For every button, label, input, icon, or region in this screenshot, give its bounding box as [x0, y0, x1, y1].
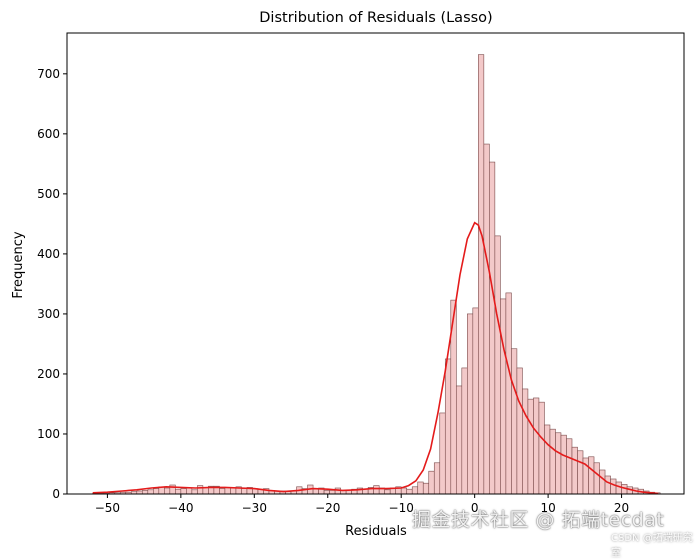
histogram-bars — [92, 54, 661, 495]
histogram-bar — [164, 487, 171, 495]
histogram-bar — [373, 485, 380, 495]
y-tick-label: 500 — [37, 187, 60, 201]
histogram-bar — [230, 487, 237, 495]
x-tick-label: −10 — [389, 501, 414, 515]
y-axis-label: Frequency — [11, 231, 26, 298]
y-tick-label: 200 — [37, 367, 60, 381]
histogram-bar — [588, 456, 595, 495]
histogram-bar — [599, 469, 606, 495]
histogram-bar — [141, 490, 149, 495]
histogram-bar — [411, 486, 419, 495]
histogram-bar — [544, 424, 551, 495]
histogram-bar — [455, 385, 463, 495]
x-tick-label: −30 — [242, 501, 267, 515]
y-tick-label: 600 — [37, 127, 60, 141]
histogram-bar — [483, 143, 490, 495]
histogram-bar — [489, 161, 496, 495]
histogram-bar — [516, 367, 523, 495]
histogram-bar — [533, 397, 540, 495]
histogram-bar — [334, 487, 341, 495]
x-tick-label: 0 — [471, 501, 479, 515]
histogram-bar — [175, 488, 182, 495]
histogram-bar — [439, 412, 446, 495]
histogram-bar — [461, 367, 468, 495]
x-tick-label: −20 — [315, 501, 340, 515]
watermark-main: 掘金技术社区 @ 拓端tecdat — [412, 509, 665, 531]
histogram-bar — [566, 438, 573, 495]
histogram-bar — [604, 475, 611, 495]
histogram-bar — [538, 401, 545, 495]
histogram-bar — [593, 462, 600, 495]
histogram-chart: Distribution of Residuals (Lasso) Freque… — [11, 10, 685, 539]
y-tick-label: 0 — [52, 487, 60, 501]
histogram-bar — [197, 485, 204, 495]
y-tick-label: 300 — [37, 307, 60, 321]
histogram-bar — [191, 489, 198, 495]
histogram-bar — [577, 450, 584, 495]
histogram-bar — [400, 487, 408, 495]
histogram-bar — [312, 488, 319, 495]
y-tick-label: 400 — [37, 247, 60, 261]
histogram-bar — [406, 488, 413, 495]
histogram-bar — [147, 489, 154, 495]
histogram-bar — [615, 481, 622, 495]
y-tick-label: 100 — [37, 427, 60, 441]
y-tick-label: 700 — [37, 67, 60, 81]
histogram-bar — [422, 482, 430, 495]
plot-frame — [66, 32, 685, 495]
kde-line-group — [92, 221, 659, 495]
histogram-bar — [527, 398, 534, 495]
x-tick-label: 20 — [614, 501, 629, 515]
histogram-bar — [511, 348, 518, 495]
y-axis-ticks: 0 100 200 300 400 500 600 700 — [37, 67, 67, 501]
x-axis-label: Residuals — [345, 524, 407, 539]
histogram-bar — [467, 313, 474, 495]
histogram-bar — [505, 292, 512, 495]
x-tick-label: 10 — [540, 501, 555, 515]
histogram-bar — [478, 54, 485, 495]
histogram-bar — [522, 388, 529, 495]
histogram-bar — [180, 488, 187, 495]
histogram-bar — [153, 488, 160, 495]
chart-title: Distribution of Residuals (Lasso) — [259, 10, 492, 26]
x-axis-ticks: −50 −40 −30 −20 −10 0 10 20 — [95, 494, 629, 515]
histogram-bar — [549, 428, 556, 495]
histogram-bar — [610, 478, 617, 495]
histogram-bar — [186, 487, 193, 495]
histogram-bar — [329, 490, 336, 495]
histogram-bar — [323, 490, 330, 495]
histogram-bar — [384, 489, 391, 495]
histogram-bar — [219, 488, 226, 495]
histogram-bar — [417, 481, 424, 495]
histogram-bar — [500, 298, 507, 495]
watermark-sub: CSDN @拓端研究室 — [611, 533, 693, 559]
histogram-bar — [428, 470, 435, 495]
histogram-bar — [560, 434, 567, 495]
x-tick-label: −50 — [95, 501, 120, 515]
histogram-bar — [433, 462, 441, 495]
histogram-bar — [444, 358, 452, 495]
histogram-bar — [494, 235, 501, 495]
histogram-bar — [555, 432, 562, 495]
histogram-bar — [571, 446, 578, 495]
histogram-bar — [241, 488, 248, 495]
x-tick-label: −40 — [168, 501, 193, 515]
kde-line — [92, 221, 659, 495]
histogram-bar — [472, 307, 479, 495]
